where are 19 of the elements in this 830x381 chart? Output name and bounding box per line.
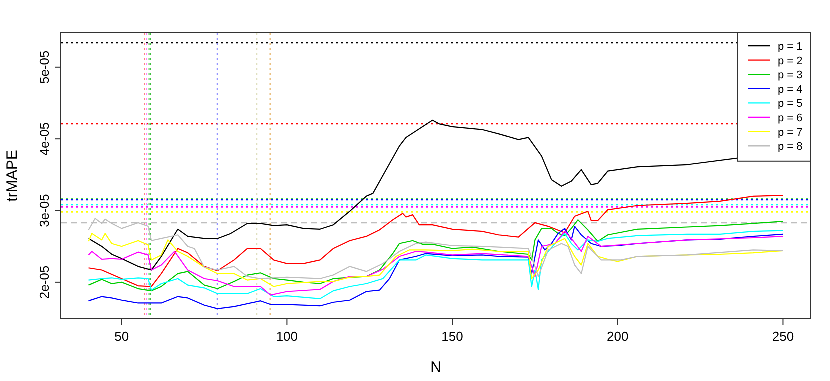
x-tick-label: 150	[442, 329, 464, 344]
legend-label: p = 6	[778, 112, 803, 124]
y-tick-label: 2e-05	[37, 266, 52, 300]
y-tick-label: 5e-05	[37, 50, 52, 84]
legend-label: p = 3	[778, 70, 803, 82]
legend-label: p = 2	[778, 55, 803, 68]
y-tick-label: 4e-05	[37, 122, 52, 156]
x-tick-label: 50	[114, 329, 130, 344]
x-axis-title: N	[430, 359, 442, 376]
x-tick-label: 250	[772, 329, 794, 344]
y-tick-label: 3e-05	[37, 194, 52, 228]
y-axis-title: trMAPE	[4, 150, 21, 202]
x-tick-label: 200	[607, 329, 629, 344]
legend-label: p = 4	[778, 84, 803, 96]
legend-label: p = 7	[778, 126, 803, 139]
legend-label: p = 1	[778, 41, 803, 53]
x-tick-label: 100	[276, 329, 298, 344]
legend-label: p = 8	[778, 141, 803, 154]
legend-label: p = 5	[778, 98, 803, 110]
